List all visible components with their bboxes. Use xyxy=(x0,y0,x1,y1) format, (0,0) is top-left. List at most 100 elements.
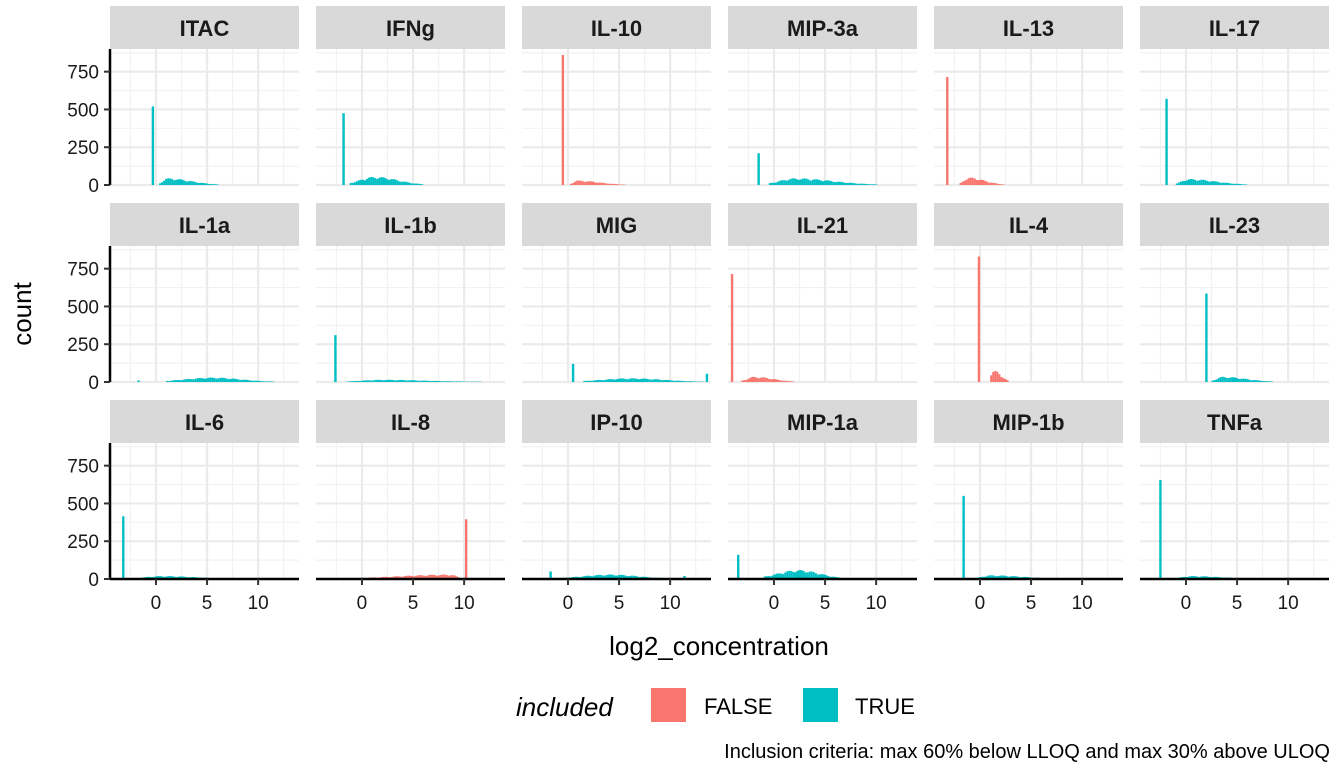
histogram-bin xyxy=(771,379,774,382)
histogram-bin xyxy=(585,380,588,382)
histogram-bin xyxy=(779,180,782,185)
histogram-bin xyxy=(262,381,265,382)
facet-plot-area-il-10 xyxy=(522,49,711,185)
histogram-bin xyxy=(961,181,964,185)
histogram-bin xyxy=(587,575,590,579)
histogram-bin xyxy=(1243,184,1246,185)
x-tick-label: 5 xyxy=(1026,593,1037,614)
histogram-bin xyxy=(1213,380,1216,382)
histogram-bin xyxy=(1194,576,1197,579)
histogram-bin xyxy=(821,181,825,185)
histogram-bin xyxy=(850,182,853,185)
histogram-bin xyxy=(990,375,993,382)
facet-plot-area-il-21 xyxy=(728,246,917,382)
histogram-bin xyxy=(394,576,397,579)
facet-strip-il-17 xyxy=(1140,6,1329,49)
facet-strip-il-21 xyxy=(728,203,917,246)
histogram-bin xyxy=(634,378,637,382)
facet-plot-area-itac xyxy=(110,49,299,185)
histogram-spike-il-6 xyxy=(122,516,125,579)
histogram-bin xyxy=(761,377,764,382)
histogram-bin xyxy=(675,380,678,382)
histogram-bin xyxy=(1196,576,1199,579)
histogram-bin xyxy=(586,181,589,185)
histogram-spike-il-23 xyxy=(1205,293,1208,382)
histogram-bin xyxy=(1196,180,1199,185)
histogram-bin xyxy=(421,184,424,185)
histogram-bin xyxy=(591,576,594,579)
facet-plot-area-mip-1b xyxy=(934,443,1123,579)
histogram-bin xyxy=(791,178,794,185)
histogram-bin xyxy=(583,380,586,382)
histogram-bin xyxy=(772,182,775,185)
histogram-bin xyxy=(767,576,770,579)
x-tick-label: 5 xyxy=(1232,593,1243,614)
histogram-bin xyxy=(611,379,614,382)
histogram-bin xyxy=(249,380,253,382)
x-tick-label: 10 xyxy=(248,593,269,614)
histogram-bin xyxy=(212,184,215,185)
facet-label-il-10: IL-10 xyxy=(591,16,642,41)
histogram-bin xyxy=(191,181,194,185)
facet-label-il-8: IL-8 xyxy=(391,410,430,435)
histogram-bin xyxy=(402,576,405,579)
histogram-bin xyxy=(580,180,583,185)
x-tick-label: 0 xyxy=(769,593,780,614)
histogram-bin xyxy=(815,179,818,185)
histogram-bin xyxy=(1224,182,1227,185)
histogram-bin xyxy=(381,380,384,382)
histogram-bin xyxy=(200,378,203,382)
histogram-bin xyxy=(971,177,974,185)
histogram-bin xyxy=(198,377,201,382)
facet-plot-area-il-23 xyxy=(1140,246,1329,382)
facet-label-ip-10: IP-10 xyxy=(590,410,643,435)
histogram-bin xyxy=(780,573,783,579)
histogram-bin xyxy=(574,181,577,185)
histogram-bin xyxy=(763,377,766,382)
histogram-bin xyxy=(1229,377,1232,382)
histogram-bin xyxy=(389,379,392,382)
histogram-bin xyxy=(765,378,768,382)
x-tick-label: 0 xyxy=(151,593,162,614)
facet-label-tnfa: TNFa xyxy=(1207,410,1263,435)
histogram-bin xyxy=(1190,178,1193,185)
histogram-bin xyxy=(832,181,835,185)
histogram-bin xyxy=(810,571,813,579)
histogram-bin xyxy=(447,575,450,579)
histogram-bin xyxy=(1225,377,1228,382)
histogram-bin xyxy=(792,571,795,579)
histogram-bin xyxy=(419,575,422,579)
histogram-bin xyxy=(161,182,164,185)
histogram-bin xyxy=(411,576,414,579)
histogram-bin xyxy=(189,181,192,185)
facet-strip-il-1b xyxy=(316,203,505,246)
legend-swatch-true xyxy=(803,688,838,722)
histogram-bin xyxy=(996,371,999,382)
histogram-bin xyxy=(628,576,631,579)
histogram-spike-il-13 xyxy=(946,76,949,185)
facet-plot-area-il-17 xyxy=(1140,49,1329,185)
histogram-bin xyxy=(1252,380,1255,382)
histogram-bin xyxy=(1001,575,1004,579)
histogram-bin xyxy=(169,576,172,579)
x-tick-label: 0 xyxy=(1181,593,1192,614)
histogram-bin xyxy=(422,380,425,382)
histogram-bin xyxy=(403,380,406,382)
histogram-bin xyxy=(184,379,187,382)
histogram-bin xyxy=(416,380,419,382)
histogram-bin xyxy=(1004,379,1007,382)
histogram-bin xyxy=(1258,380,1261,382)
histogram-bin xyxy=(1256,380,1259,382)
histogram-bin xyxy=(424,380,427,382)
histogram-bin xyxy=(441,574,444,579)
facet-label-il-17: IL-17 xyxy=(1209,16,1260,41)
histogram-bin xyxy=(650,379,653,382)
histogram-bin xyxy=(406,575,409,579)
histogram-spike-mig xyxy=(705,373,709,382)
histogram-bin xyxy=(1206,180,1209,185)
facet-panel-mip-1b: MIP-1b xyxy=(934,400,1123,581)
histogram-bin xyxy=(1217,378,1220,382)
histogram-bin xyxy=(436,380,439,382)
histogram-bin xyxy=(1181,181,1184,185)
histogram-bin xyxy=(1264,381,1267,382)
